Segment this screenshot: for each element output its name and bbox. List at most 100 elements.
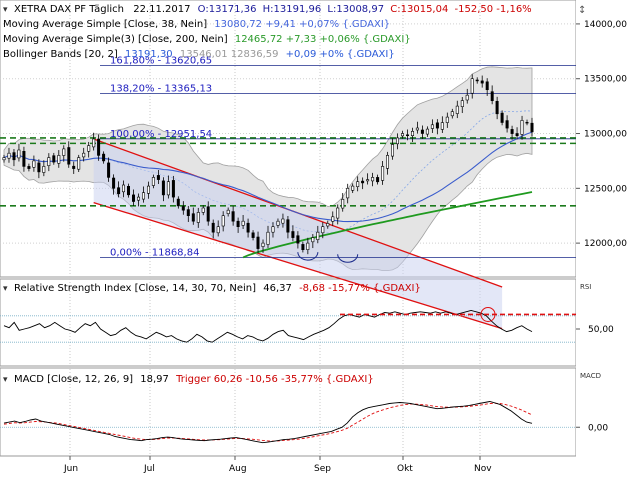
candle xyxy=(57,150,61,168)
candle xyxy=(510,125,514,140)
candle xyxy=(311,234,315,249)
candle xyxy=(321,222,325,239)
price-header: ▾ XETRA DAX PF Täglich 22.11.2017 O:1317… xyxy=(3,4,532,60)
candle xyxy=(505,115,509,133)
candle xyxy=(525,119,529,126)
candle xyxy=(400,130,404,139)
candle xyxy=(296,231,300,249)
bollinger-legend-value: 13191,30 xyxy=(125,49,173,60)
candle xyxy=(22,146,26,172)
svg-text:MACD [Close, 12, 26, 9]: MACD [Close, 12, 26, 9] 18,97 Trigger 60… xyxy=(14,374,374,385)
candle xyxy=(515,127,519,140)
ma200-line xyxy=(242,191,533,259)
candle xyxy=(385,151,389,175)
macd-axis-title: MACD xyxy=(580,372,601,380)
fibonacci-label: 161,80% - 13620,65 xyxy=(110,55,212,66)
candle xyxy=(27,163,31,172)
candle xyxy=(500,110,504,126)
candle xyxy=(47,153,51,172)
macd-legend-value: 18,97 xyxy=(140,374,169,385)
month-label: Jul xyxy=(143,464,155,474)
candle xyxy=(132,189,136,206)
chevron-down-icon[interactable]: ▾ xyxy=(3,375,8,385)
ma38-legend: Moving Average Simple [Close, 38, Nein] … xyxy=(3,19,390,30)
candle xyxy=(356,176,360,192)
candle xyxy=(440,116,444,133)
chevron-down-icon[interactable]: ▾ xyxy=(3,284,8,294)
candle xyxy=(490,85,494,105)
candle xyxy=(62,145,66,162)
pin-icon[interactable]: ↕ xyxy=(578,5,586,16)
candle xyxy=(221,211,225,232)
candle xyxy=(32,155,36,172)
candle xyxy=(226,207,230,217)
close-label: C:13015,04 xyxy=(390,4,448,15)
candle xyxy=(291,225,295,242)
bollinger-legend: Bollinger Bands [20, 2] 13191,30 13546,0… xyxy=(3,49,395,60)
candle xyxy=(351,183,355,194)
ma200-legend-value: 12465,72 +7,33 +0,06% {.GDAXI} xyxy=(235,34,411,45)
change-label: -152,50 -1,16% xyxy=(455,4,532,15)
candle xyxy=(316,225,320,244)
rsi-line xyxy=(3,310,533,343)
candles-layer xyxy=(2,74,534,255)
candle xyxy=(306,237,310,255)
rsi-header: ▾ Relative Strength Index [Close, 14, 30… xyxy=(3,283,591,294)
candle xyxy=(12,148,16,167)
candle xyxy=(127,183,131,198)
candle xyxy=(236,217,240,233)
bollinger-legend-value2: 13546,01 12836,59 xyxy=(180,49,279,60)
candle xyxy=(147,181,151,199)
candle xyxy=(52,152,56,165)
candle xyxy=(82,147,86,162)
candle xyxy=(142,186,146,203)
candle xyxy=(156,170,160,185)
candle xyxy=(206,201,210,226)
candle xyxy=(211,219,215,239)
candle xyxy=(102,151,106,164)
candle xyxy=(485,78,489,96)
candle xyxy=(261,239,265,253)
level-lines-layer: 161,80% - 13620,65 138,20% - 13365,13 100,… xyxy=(0,55,576,258)
chevron-down-icon[interactable]: ▾ xyxy=(3,5,8,15)
price-tick-label: 12500,00 xyxy=(584,184,627,194)
candle xyxy=(151,174,155,189)
candle xyxy=(161,177,165,202)
candle xyxy=(266,225,270,249)
candle xyxy=(450,108,454,119)
macd-layer xyxy=(0,401,576,444)
candle xyxy=(281,213,285,228)
candle xyxy=(166,175,170,199)
candle xyxy=(341,193,345,212)
candle xyxy=(216,220,220,237)
candle xyxy=(361,177,365,190)
candle xyxy=(176,196,180,209)
month-label: Aug xyxy=(229,464,247,474)
candle xyxy=(137,193,141,207)
candle xyxy=(425,126,429,137)
candle xyxy=(87,141,91,158)
candle xyxy=(346,183,350,204)
candle xyxy=(17,143,21,162)
candle xyxy=(495,96,499,120)
moving-average-layer xyxy=(3,131,533,259)
candle xyxy=(415,121,419,134)
candle xyxy=(2,154,6,163)
candle xyxy=(475,77,479,84)
candle xyxy=(286,216,290,239)
month-label: Okt xyxy=(397,464,413,474)
candle xyxy=(405,129,409,141)
low-marker-arc xyxy=(337,254,359,263)
rsi-highlight-circle xyxy=(480,306,496,322)
candle xyxy=(231,206,235,226)
low-marker-arc xyxy=(297,252,319,261)
candle xyxy=(470,74,474,99)
candle xyxy=(271,222,275,238)
candle xyxy=(371,172,375,187)
candle xyxy=(366,173,370,185)
candle xyxy=(77,154,81,172)
candle xyxy=(390,138,394,160)
candle xyxy=(251,230,255,241)
open-label: O:13171,36 xyxy=(198,4,257,15)
